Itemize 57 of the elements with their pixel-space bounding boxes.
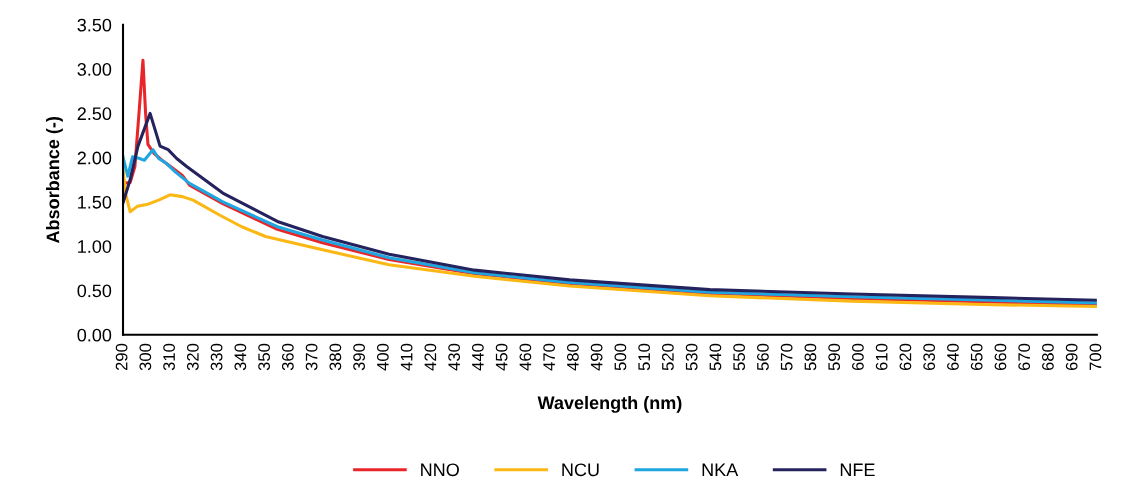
x-tick-label: 620 [899, 343, 912, 371]
x-tick-label: 610 [875, 343, 888, 371]
y-tick-label: 0.00 [77, 328, 112, 342]
x-tick-label: 430 [448, 343, 461, 371]
legend-label: NFE [840, 463, 875, 476]
x-tick-label: 470 [543, 343, 556, 371]
x-tick-label: 500 [614, 343, 627, 371]
x-tick-label: 420 [424, 343, 437, 371]
x-tick-label: 520 [661, 343, 674, 371]
legend-label: NNO [421, 463, 459, 477]
x-tick-label: 570 [780, 343, 793, 371]
y-tick-label: 0.50 [77, 284, 112, 298]
x-tick-label: 590 [828, 343, 841, 371]
x-tick-label: 380 [329, 343, 342, 371]
x-tick-label: 290 [115, 343, 128, 371]
x-tick-label: 330 [210, 343, 223, 371]
legend-label: NKA [702, 463, 739, 476]
x-tick-label: 660 [994, 343, 1007, 371]
x-tick-label: 410 [400, 343, 413, 371]
x-tick-label: 440 [471, 343, 484, 371]
x-tick-label: 560 [757, 343, 769, 371]
y-axis-title: Absorbance (-) [46, 116, 63, 244]
x-tick-label: 310 [163, 343, 175, 371]
x-tick-label: 680 [1042, 343, 1054, 371]
x-tick-label: 450 [495, 343, 508, 371]
y-tick-label: 3.50 [77, 18, 112, 32]
x-tick-label: 650 [970, 343, 983, 371]
x-tick-label: 390 [353, 343, 366, 371]
x-tick-label: 690 [1065, 343, 1078, 371]
y-tick-label: 2.00 [77, 151, 112, 165]
x-tick-label: 320 [186, 343, 199, 371]
x-tick-label: 640 [947, 343, 959, 371]
x-tick-label: 480 [566, 343, 579, 371]
x-tick-label: 340 [234, 343, 247, 371]
x-tick-label: 670 [1018, 343, 1031, 371]
x-tick-label: 550 [733, 343, 746, 371]
x-tick-label: 540 [709, 343, 722, 371]
x-axis-title: Wavelength (nm) [537, 395, 682, 413]
x-tick-label: 530 [685, 343, 698, 371]
line-series [123, 111, 1097, 302]
x-tick-label: 630 [923, 343, 936, 371]
x-tick-label: 700 [1089, 343, 1102, 371]
y-tick-label: 1.50 [78, 195, 112, 209]
x-tick-label: 600 [852, 343, 864, 371]
x-tick-label: 580 [804, 343, 817, 371]
x-tick-label: 460 [519, 343, 532, 371]
x-tick-label: 350 [258, 343, 270, 371]
x-tick-label: 490 [590, 343, 603, 371]
legend-label: NCU [562, 463, 599, 477]
x-tick-label: 370 [305, 343, 318, 371]
x-tick-label: 300 [139, 343, 152, 371]
y-tick-label: 2.50 [77, 107, 112, 121]
y-tick-label: 3.00 [77, 63, 112, 76]
y-tick-label: 1.00 [78, 240, 112, 253]
x-tick-label: 510 [638, 343, 651, 371]
x-tick-label: 360 [281, 343, 294, 371]
x-tick-label: 400 [376, 343, 389, 371]
